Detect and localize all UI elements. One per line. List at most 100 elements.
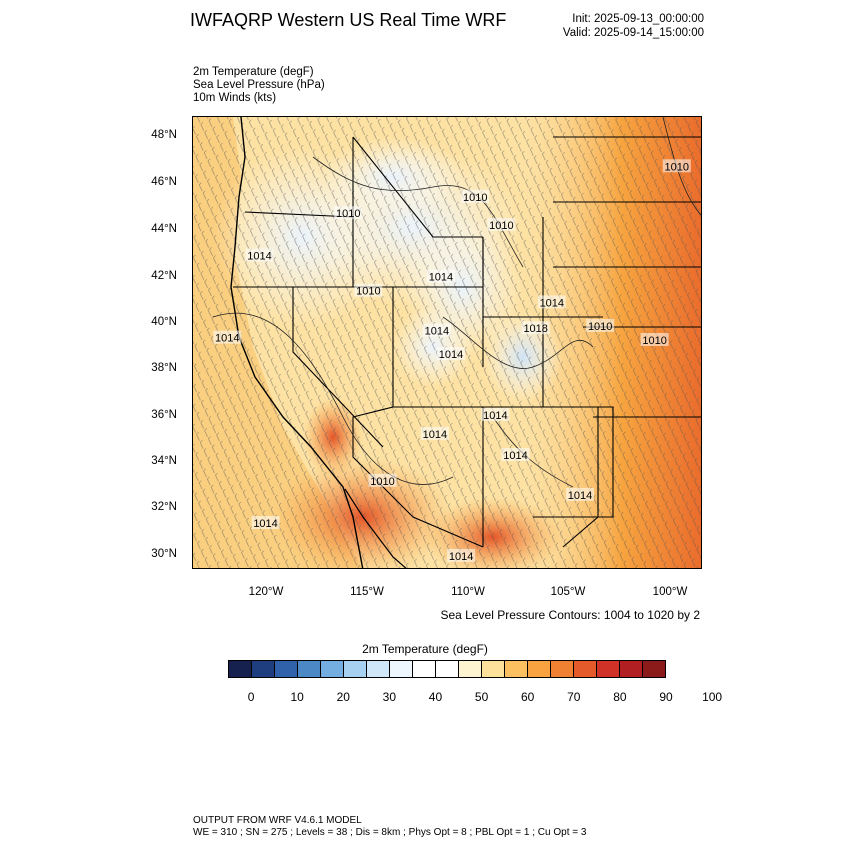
pressure-label-box bbox=[481, 408, 510, 422]
lat-label: 30°N bbox=[151, 548, 177, 560]
pressure-label: 1010 bbox=[588, 321, 612, 333]
pressure-label-box bbox=[334, 206, 363, 220]
colorbar-swatch bbox=[321, 661, 344, 677]
model-config: WE = 310 ; SN = 275 ; Levels = 38 ; Dis … bbox=[193, 827, 587, 838]
temperature-map: 1010 1010 1010 1010 1014 1010 1014 1014 1014 1014… bbox=[193, 117, 701, 568]
colorbar-swatch bbox=[367, 661, 390, 677]
colorbar-swatch bbox=[482, 661, 505, 677]
pressure-label-box bbox=[501, 447, 530, 461]
pressure-label: 1014 bbox=[483, 410, 507, 422]
pressure-label: 1014 bbox=[247, 250, 271, 262]
colorbar-swatch bbox=[505, 661, 528, 677]
pressure-label-box bbox=[422, 323, 451, 337]
colorbar-label: 0 bbox=[247, 690, 255, 704]
colorbar-label: 50 bbox=[474, 690, 489, 704]
pressure-label: 1010 bbox=[463, 192, 487, 204]
colorbar-swatch bbox=[275, 661, 298, 677]
pressure-label: 1014 bbox=[425, 326, 449, 338]
variable-label-pressure: Sea Level Pressure (hPa) bbox=[193, 79, 325, 91]
colorbar-swatch bbox=[344, 661, 367, 677]
colorbar-label: 100 bbox=[702, 690, 723, 704]
lat-label: 40°N bbox=[151, 316, 177, 328]
pressure-label: 1014 bbox=[423, 429, 447, 441]
init-time: Init: 2025-09-13_00:00:00 bbox=[572, 13, 704, 25]
pressure-label: 1014 bbox=[540, 297, 564, 309]
colorbar-label: 20 bbox=[336, 690, 350, 704]
pressure-label-box bbox=[213, 330, 242, 344]
lat-label: 42°N bbox=[151, 270, 177, 282]
pressure-label-box bbox=[245, 248, 274, 262]
pressure-label: 1014 bbox=[568, 490, 592, 502]
colorbar-swatch bbox=[229, 661, 252, 677]
pressure-label: 1018 bbox=[523, 323, 547, 335]
colorbar-label: 60 bbox=[520, 690, 535, 704]
lat-label: 34°N bbox=[151, 455, 177, 467]
lat-label: 44°N bbox=[151, 223, 177, 235]
pressure-label: 1014 bbox=[215, 333, 239, 345]
contour-note: Sea Level Pressure Contours: 1004 to 102… bbox=[440, 608, 701, 622]
colorbar bbox=[228, 660, 666, 678]
lon-label: 120°W bbox=[248, 586, 284, 598]
pressure-label-box bbox=[426, 269, 455, 283]
pressure-label: 1010 bbox=[336, 208, 360, 220]
lat-label: 48°N bbox=[151, 129, 177, 141]
colorbar-swatch bbox=[597, 661, 620, 677]
lon-label: 105°W bbox=[550, 586, 586, 598]
pressure-label-box bbox=[586, 318, 615, 332]
lat-label: 38°N bbox=[151, 362, 177, 374]
colorbar-swatch bbox=[390, 661, 413, 677]
pressure-label-box bbox=[566, 487, 595, 501]
pressure-label: 1010 bbox=[370, 476, 394, 488]
pressure-label: 1010 bbox=[665, 161, 689, 173]
init-valid-times: Init: 2025-09-13_00:00:00 Valid: 2025-09… bbox=[563, 12, 704, 40]
lat-label: 32°N bbox=[151, 501, 177, 513]
lat-label: 46°N bbox=[151, 176, 177, 188]
pressure-label: 1014 bbox=[429, 272, 453, 284]
variable-label-winds: 10m Winds (kts) bbox=[193, 92, 277, 104]
colorbar-swatch bbox=[252, 661, 275, 677]
pressure-label-box bbox=[537, 295, 566, 309]
colorbar-swatch bbox=[574, 661, 597, 677]
pressure-label-box bbox=[420, 426, 449, 440]
colorbar-swatch bbox=[551, 661, 574, 677]
pressure-label-box bbox=[368, 473, 397, 487]
pressure-label: 1014 bbox=[439, 349, 463, 361]
valid-time: Valid: 2025-09-14_15:00:00 bbox=[562, 27, 704, 39]
pressure-label-box bbox=[251, 516, 280, 530]
pressure-label-box bbox=[662, 159, 691, 173]
lon-label: 115°W bbox=[350, 586, 384, 598]
colorbar-label: 30 bbox=[382, 690, 397, 704]
pressure-label: 1014 bbox=[253, 518, 277, 530]
model-info: OUTPUT FROM WRF V4.6.1 MODEL WE = 310 ; … bbox=[193, 815, 586, 839]
pressure-label: 1010 bbox=[489, 220, 513, 232]
pressure-label-box bbox=[640, 332, 669, 346]
colorbar-title: 2m Temperature (degF) bbox=[362, 642, 488, 656]
pressure-label: 1010 bbox=[642, 335, 666, 347]
pressure-label-box bbox=[447, 548, 476, 562]
pressure-label-box bbox=[354, 283, 383, 297]
colorbar-swatch bbox=[459, 661, 482, 677]
colorbar-swatch bbox=[413, 661, 436, 677]
pressure-label: 1014 bbox=[503, 450, 527, 462]
colorbar-swatch bbox=[643, 661, 665, 677]
lon-label: 100°W bbox=[652, 586, 688, 598]
pressure-label-box bbox=[461, 189, 490, 203]
map-panel: 1010 1010 1010 1010 1014 1010 1014 1014 1014 1014… bbox=[192, 116, 702, 569]
colorbar-label: 40 bbox=[428, 690, 443, 704]
colorbar-label: 70 bbox=[567, 690, 581, 704]
pressure-label: 1014 bbox=[449, 551, 473, 563]
model-version: OUTPUT FROM WRF V4.6.1 MODEL bbox=[193, 815, 362, 826]
colorbar-swatch bbox=[298, 661, 321, 677]
pressure-label-box bbox=[437, 347, 466, 361]
plot-title: IWFAQRP Western US Real Time WRF bbox=[190, 10, 507, 30]
colorbar-swatch bbox=[620, 661, 643, 677]
lon-label: 110°W bbox=[451, 586, 485, 598]
variable-label-temperature: 2m Temperature (degF) bbox=[193, 66, 314, 78]
colorbar-label: 80 bbox=[613, 690, 627, 704]
colorbar-label: 10 bbox=[290, 690, 304, 704]
pressure-label-box bbox=[521, 321, 550, 335]
colorbar-swatch bbox=[528, 661, 551, 677]
pressure-label: 1010 bbox=[356, 286, 380, 298]
colorbar-label: 90 bbox=[659, 690, 673, 704]
pressure-label-box bbox=[487, 217, 516, 231]
